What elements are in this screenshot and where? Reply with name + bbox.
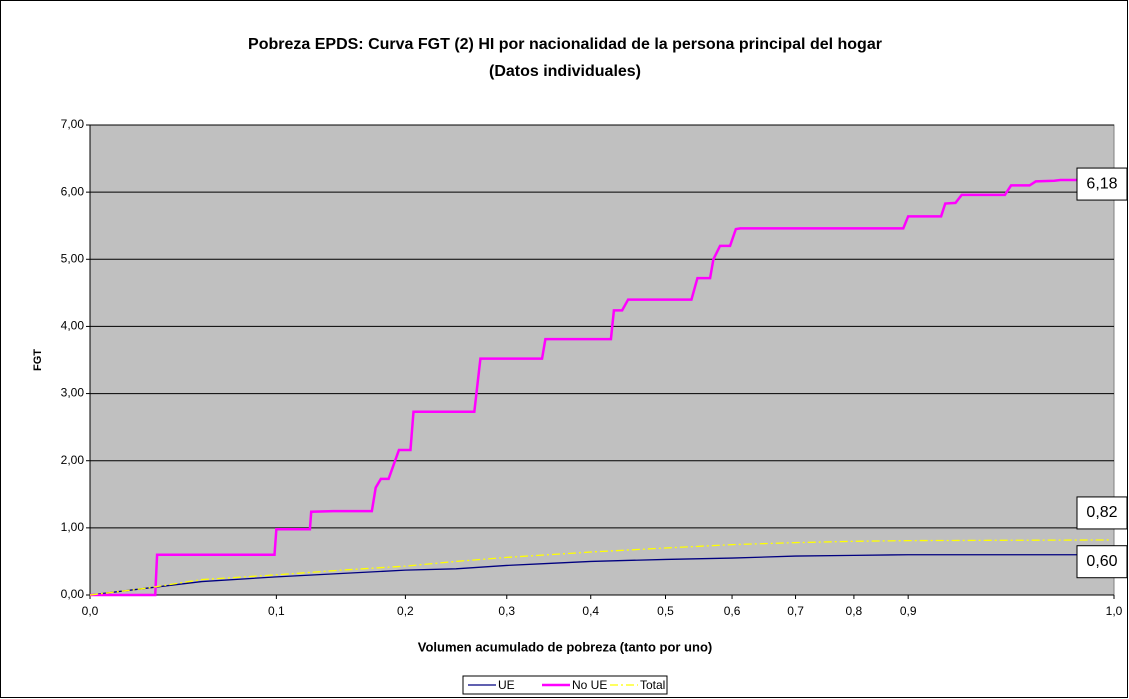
plot-area (89, 124, 1115, 596)
y-tick-label: 4,00 (61, 319, 85, 333)
series-line (89, 554, 1110, 596)
end-label-box (1076, 167, 1128, 201)
y-tick-label: 6,00 (61, 184, 85, 198)
x-tick-label: 0,4 (582, 604, 599, 618)
y-tick-label: 5,00 (61, 251, 85, 265)
y-tick-label: 3,00 (61, 386, 85, 400)
x-tick-label: 0,9 (900, 604, 917, 618)
series-line (90, 178, 1110, 597)
x-tick-label: 0,3 (498, 604, 515, 618)
legend-label: Total (640, 678, 665, 692)
x-tick-label: 0,5 (657, 604, 674, 618)
chart-subtitle: (Datos individuales) (489, 63, 641, 80)
end-label-box (1076, 545, 1128, 579)
x-tick-label: 0,0 (82, 604, 99, 618)
end-label: 6,18 (1086, 175, 1117, 192)
y-tick-label: 7,00 (61, 117, 85, 131)
end-label: 0,82 (1086, 504, 1117, 521)
chart-title: Pobreza EPDS: Curva FGT (2) HI por nacio… (248, 36, 882, 53)
legend-label: No UE (572, 678, 607, 692)
x-tick-label: 0,6 (724, 604, 741, 618)
legend-label: UE (498, 678, 515, 692)
y-tick-label: 0,00 (61, 587, 85, 601)
y-tick-label: 1,00 (61, 520, 85, 534)
x-axis-label: Volumen acumulado de pobreza (tanto por … (418, 639, 712, 654)
x-tick-label: 0,2 (397, 604, 414, 618)
end-label: 0,60 (1086, 553, 1117, 570)
series-line (89, 539, 1110, 596)
y-axis-label: FGT (32, 349, 44, 371)
x-tick-label: 0,8 (846, 604, 863, 618)
x-tick-label: 0,7 (787, 604, 804, 618)
x-tick-label: 1,0 (1106, 604, 1123, 618)
x-tick-label: 0,1 (268, 604, 285, 618)
y-tick-label: 2,00 (61, 453, 85, 467)
end-label-box (1076, 496, 1128, 530)
